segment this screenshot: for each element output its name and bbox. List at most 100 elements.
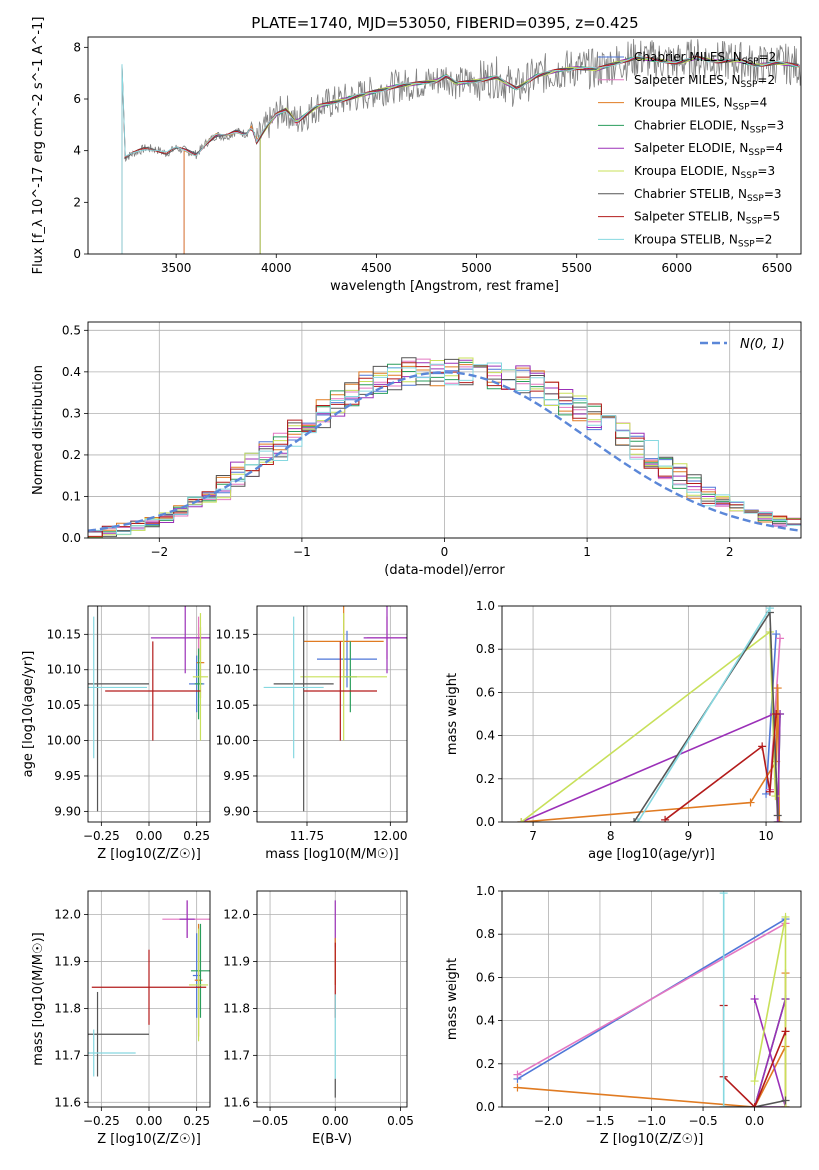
axes-frame: [87, 605, 211, 823]
plot-area: [88, 357, 801, 538]
weight-marker: [765, 787, 774, 796]
y-axis-label: Flux [f_λ 10^-17 erg cm^-2 s^-1 A^-1]: [31, 17, 46, 275]
y-tick-label: 1.0: [476, 884, 495, 898]
legend-entry: Chabrier MILES, NSSP=2: [634, 50, 776, 67]
weight-marker: [750, 995, 759, 1003]
y-tick-label: 12.0: [54, 907, 81, 921]
x-tick-label: 2: [726, 545, 734, 559]
y-tick-label: 8: [73, 40, 81, 54]
legend-entry: Kroupa ELODIE, NSSP=3: [634, 164, 775, 181]
y-axis-label: Normed distribution: [31, 365, 46, 495]
x-tick-label: 0.00: [322, 1114, 349, 1128]
x-tick-label: 0.00: [136, 829, 163, 843]
axes-weight_vs_age: 7 8 9 10 0.0 0.2 0.4 0.6 0.8 1.0 age [log10(age/yr…: [445, 599, 802, 862]
weight-marker: [762, 789, 771, 798]
weight-marker: [781, 1027, 790, 1036]
y-tick-label: 11.9: [223, 954, 250, 968]
x-axis-label: Z [log10(Z/Z☉)]: [97, 1132, 201, 1147]
y-tick-label: 0.2: [62, 448, 81, 462]
x-tick-label: −0.05: [252, 1114, 289, 1128]
y-tick-label: 12.0: [223, 907, 250, 921]
x-tick-label: 4000: [261, 261, 292, 275]
plot-area: [263, 606, 407, 812]
y-tick-label: 0: [73, 247, 81, 261]
y-tick-label: 0.6: [476, 970, 495, 984]
x-axis-label: E(B-V): [312, 1132, 352, 1147]
x-tick-label: 0.05: [387, 1114, 414, 1128]
weight-marker: [771, 792, 780, 801]
weight-marker: [772, 710, 781, 718]
legend-entry: N(0, 1): [740, 337, 785, 352]
y-tick-label: 11.7: [54, 1048, 81, 1062]
x-tick-label: 12.00: [373, 829, 407, 843]
y-axis-label: mass [log10(M/M☉)]: [31, 932, 46, 1065]
axes-weight_vs_Z: −2.0 −1.5 −1.0 −0.5 0.0 0.0 0.2 0.4 0.6 0.8 1.0 Z […: [445, 884, 802, 1147]
y-tick-label: 4: [73, 144, 81, 158]
y-tick-label: 11.8: [223, 1001, 250, 1015]
weight-series: [633, 609, 779, 822]
residual-histogram: [88, 362, 801, 535]
y-tick-label: 9.90: [54, 804, 81, 818]
weight-marker: [746, 798, 755, 807]
x-tick-label: 6500: [762, 261, 793, 275]
y-tick-label: 0.6: [476, 685, 495, 699]
weight-series: [723, 1099, 786, 1107]
y-tick-label: 0.3: [62, 406, 81, 420]
y-tick-label: 0.5: [62, 323, 81, 337]
y-tick-label: 1.0: [476, 599, 495, 613]
x-axis-label: mass [log10(M/M☉)]: [265, 847, 398, 862]
y-tick-label: 10.00: [216, 734, 250, 748]
legend-entry: Salpeter ELODIE, NSSP=4: [634, 141, 783, 158]
x-tick-label: 9: [685, 829, 693, 843]
y-tick-label: 11.6: [54, 1095, 81, 1109]
x-axis-label: (data-model)/error: [384, 563, 505, 578]
suptitle: PLATE=1740, MJD=53050, FIBERID=0395, z=0…: [251, 14, 638, 32]
x-tick-label: 0.25: [183, 1114, 210, 1128]
axes-frame: [256, 890, 408, 1108]
x-tick-label: 0.0: [745, 1114, 764, 1128]
y-axis-label: age [log10(age/yr)]: [21, 651, 36, 778]
weight-marker: [633, 818, 642, 822]
axes-frame: [501, 890, 802, 1108]
x-tick-label: −2.0: [534, 1114, 563, 1128]
weight-marker: [630, 818, 639, 822]
x-tick-label: 10: [758, 829, 773, 843]
x-tick-label: −1: [293, 545, 311, 559]
axes-spectrum: 3500 4000 4500 5000 5500 6000 6500 0 2 4 6 8 wavelen…: [31, 17, 802, 294]
y-tick-label: 10.05: [216, 698, 250, 712]
x-tick-label: −1.0: [637, 1114, 666, 1128]
axes-age_vs_mass: 11.75 12.00 9.90 9.95 10.00 10.05 10.10 10.15 ma…: [216, 605, 408, 862]
x-tick-label: 11.75: [290, 829, 324, 843]
x-tick-label: 7: [529, 829, 537, 843]
y-tick-label: 11.7: [223, 1048, 250, 1062]
x-tick-label: −0.5: [688, 1114, 717, 1128]
y-axis-label: mass weight: [445, 958, 460, 1040]
y-tick-label: 9.95: [223, 769, 250, 783]
weight-marker: [781, 1096, 790, 1105]
weight-marker: [776, 634, 785, 643]
weight-marker: [773, 684, 782, 693]
weight-marker: [719, 1103, 728, 1107]
legend-entry: Chabrier STELIB, NSSP=3: [634, 187, 782, 204]
x-tick-label: 0.00: [136, 1114, 163, 1128]
gaussian-reference: [88, 371, 801, 532]
legend-entry: Kroupa STELIB, NSSP=2: [634, 232, 772, 249]
data-spectrum: [123, 38, 801, 163]
y-tick-label: 0.2: [476, 772, 495, 786]
y-tick-label: 0.0: [476, 815, 495, 829]
axes-frame: [501, 605, 802, 823]
x-tick-label: 8: [607, 829, 615, 843]
plot-area: [121, 38, 801, 254]
weight-marker: [750, 1103, 759, 1107]
axes-mass_vs_EBV: −0.05 0.00 0.05 11.6 11.7 11.8 11.9 12.0 E(B-V): [223, 890, 414, 1147]
y-tick-label: 0.4: [476, 729, 495, 743]
y-tick-label: 6: [73, 92, 81, 106]
x-axis-label: Z [log10(Z/Z☉)]: [600, 1132, 704, 1147]
y-tick-label: 10.15: [47, 627, 81, 641]
y-tick-label: 10.10: [216, 663, 250, 677]
x-tick-label: −0.25: [83, 1114, 120, 1128]
weight-series: [517, 922, 786, 1076]
y-tick-label: 9.95: [54, 769, 81, 783]
weight-marker: [513, 1083, 522, 1092]
